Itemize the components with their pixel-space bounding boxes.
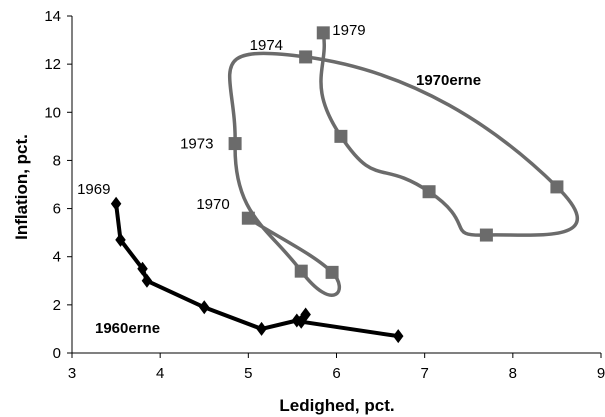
y-ticks: 0 2 4 6 8 10 12 14 bbox=[44, 8, 72, 362]
point-marker-1960erne bbox=[141, 273, 153, 288]
point-marker-1960erne bbox=[295, 314, 307, 329]
point-label-1974: 1974 bbox=[250, 37, 283, 54]
series-label-1970erne: 1970erne bbox=[416, 72, 481, 89]
y-tick-label: 6 bbox=[53, 201, 61, 218]
y-tick-label: 2 bbox=[53, 297, 61, 314]
series-line-1970erne bbox=[228, 31, 579, 297]
point-marker-1970erne bbox=[228, 137, 242, 151]
point-labels: 1969 1970 1973 1974 1979 bbox=[77, 22, 366, 213]
point-marker-1970erne bbox=[299, 50, 313, 64]
point-marker-1960erne bbox=[392, 329, 404, 344]
point-marker-1960erne bbox=[110, 196, 122, 211]
point-label-1979: 1979 bbox=[332, 22, 365, 39]
point-label-1973: 1973 bbox=[180, 136, 213, 153]
x-axis-title: Ledighed, pct. bbox=[279, 396, 394, 415]
point-label-1969: 1969 bbox=[77, 181, 110, 198]
x-tick-label: 3 bbox=[68, 365, 76, 382]
y-tick-label: 12 bbox=[44, 56, 61, 73]
x-tick-label: 8 bbox=[509, 365, 517, 382]
point-label-1970: 1970 bbox=[196, 196, 229, 213]
series-label-1960erne: 1960erne bbox=[95, 320, 160, 337]
x-tick-label: 7 bbox=[420, 365, 428, 382]
point-marker-1970erne bbox=[334, 129, 348, 143]
point-marker-1960erne bbox=[199, 300, 210, 315]
y-axis-title: Inflation, pct. bbox=[12, 134, 31, 240]
point-marker-1970erne bbox=[241, 211, 255, 225]
point-marker-1970erne bbox=[422, 185, 436, 199]
point-marker-1970erne bbox=[325, 265, 339, 279]
x-ticks: 3 4 5 6 7 8 9 bbox=[68, 353, 605, 382]
y-tick-label: 4 bbox=[53, 249, 61, 266]
point-marker-1970erne bbox=[316, 26, 330, 40]
y-tick-label: 8 bbox=[53, 152, 61, 169]
point-marker-1970erne bbox=[479, 228, 493, 242]
y-tick-label: 0 bbox=[53, 345, 61, 362]
x-tick-label: 4 bbox=[156, 365, 164, 382]
point-marker-1960erne bbox=[115, 232, 126, 247]
y-tick-label: 10 bbox=[44, 104, 61, 121]
x-tick-label: 6 bbox=[332, 365, 340, 382]
point-marker-1960erne bbox=[256, 321, 267, 336]
y-tick-label: 14 bbox=[44, 8, 61, 25]
x-tick-label: 5 bbox=[244, 365, 252, 382]
point-marker-1970erne bbox=[550, 180, 564, 194]
x-tick-label: 9 bbox=[597, 365, 605, 382]
series-layer bbox=[110, 26, 579, 344]
point-marker-1970erne bbox=[294, 264, 308, 278]
point-marker-1960erne bbox=[137, 261, 148, 276]
axes: 3 4 5 6 7 8 9 0 2 4 6 8 10 12 14 bbox=[44, 8, 605, 382]
